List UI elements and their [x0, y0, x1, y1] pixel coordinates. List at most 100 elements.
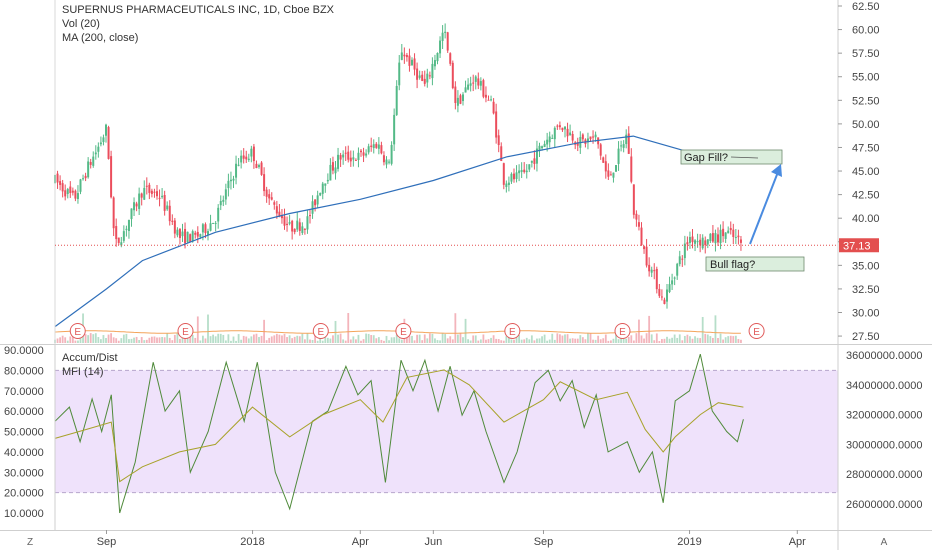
candle-body — [737, 235, 740, 238]
ad-legend: Accum/Dist — [62, 352, 118, 364]
volume-bar — [530, 335, 533, 343]
price-tick-label: 32.50 — [852, 284, 880, 296]
candle-body — [171, 220, 174, 222]
volume-bar — [209, 336, 212, 343]
candle-body — [653, 270, 656, 272]
candle-body — [293, 228, 296, 233]
candle-body — [589, 136, 592, 140]
candle-body — [191, 231, 194, 242]
candle-body — [64, 190, 67, 197]
volume-bar — [477, 340, 480, 343]
candle-body — [176, 229, 179, 236]
volume-bar — [79, 334, 82, 343]
candle-body — [719, 229, 722, 244]
volume-bar — [324, 336, 327, 343]
volume-bar — [265, 340, 268, 343]
time-tick-label: Sep — [97, 536, 117, 548]
candle-body — [734, 237, 737, 239]
candle-body — [650, 269, 653, 273]
volume-bar — [650, 334, 653, 343]
volume-bar — [377, 337, 380, 343]
candle-body — [148, 184, 151, 193]
candle-body — [405, 54, 408, 58]
candle-body — [224, 189, 227, 200]
volume-bar — [59, 337, 61, 343]
candle-body — [166, 205, 169, 210]
indicator-panel[interactable] — [54, 353, 838, 514]
candle-body — [334, 167, 337, 174]
mfi-tick-label: 20.0000 — [4, 488, 44, 500]
candle-body — [362, 152, 365, 156]
volume-bar — [523, 339, 526, 343]
candle-body — [564, 126, 566, 130]
zoom-corner-label: Z — [27, 537, 33, 548]
candle-body — [678, 256, 681, 265]
volume-bar — [270, 336, 273, 343]
bull-flag-annotation-box — [705, 256, 805, 272]
candle-body — [273, 202, 276, 205]
price-tick-label: 35.00 — [852, 260, 880, 272]
time-tick-label: Apr — [352, 536, 369, 548]
candle-body — [110, 156, 113, 198]
volume-bar — [479, 339, 482, 343]
candle-body — [324, 183, 327, 186]
time-tick-label: 2019 — [677, 536, 701, 548]
volume-bar — [362, 339, 365, 343]
candle-body — [207, 231, 209, 235]
candle-body — [607, 170, 610, 177]
gap-fill-pointer — [730, 156, 759, 159]
volume-bar — [541, 336, 543, 343]
candle-body — [270, 197, 273, 200]
volume-bar — [719, 333, 722, 343]
candle-body — [676, 263, 679, 276]
candle-body — [278, 211, 281, 217]
candle-body — [112, 197, 115, 229]
candle-body — [102, 137, 105, 143]
volume-bar — [395, 334, 398, 343]
candle-body — [439, 40, 442, 54]
candle-body — [632, 184, 635, 215]
candle-body — [107, 127, 110, 159]
candle-body — [459, 95, 462, 104]
volume-bar — [326, 337, 329, 343]
volume-bar — [281, 335, 283, 343]
volume-bar — [487, 339, 490, 343]
candle-body — [339, 155, 342, 160]
volume-bar — [607, 340, 610, 343]
candle-body — [599, 144, 602, 156]
earnings-marker-label: E — [74, 327, 81, 338]
volume-bar — [436, 340, 439, 343]
volume-bar — [140, 337, 143, 343]
candle-body — [569, 132, 572, 136]
volume-bar — [179, 338, 181, 343]
ad-tick-label: 30000000.0000 — [846, 439, 922, 451]
volume-bar — [311, 339, 314, 343]
candle-body — [372, 144, 375, 149]
volume-bar — [459, 333, 462, 343]
volume-bar — [339, 333, 342, 343]
volume-bar — [306, 333, 309, 343]
time-tick-label: 2018 — [240, 536, 264, 548]
volume-bar — [428, 333, 431, 343]
volume-bar — [454, 313, 457, 343]
mfi-tick-label: 90.0000 — [4, 345, 44, 357]
mfi-tick-label: 80.0000 — [4, 365, 44, 377]
volume-bar — [349, 339, 352, 343]
volume-bar — [199, 340, 202, 343]
volume-bar — [490, 337, 492, 343]
volume-bar — [551, 333, 554, 343]
volume-bar — [686, 334, 689, 343]
price-legend: SUPERNUS PHARMACEUTICALS INC, 1D, Cboe B… — [62, 3, 334, 45]
candle-body — [472, 82, 475, 84]
volume-bar — [64, 337, 67, 343]
volume-bar — [423, 334, 426, 343]
candle-body — [518, 170, 521, 174]
candle-body — [268, 194, 271, 199]
ma-legend: MA (200, close) — [62, 32, 139, 44]
indicator-legend: Accum/Dist MFI (14) — [62, 351, 118, 379]
volume-bar — [97, 337, 100, 343]
volume-bar — [709, 336, 712, 343]
candle-body — [411, 59, 413, 66]
volume-bar — [732, 336, 735, 343]
